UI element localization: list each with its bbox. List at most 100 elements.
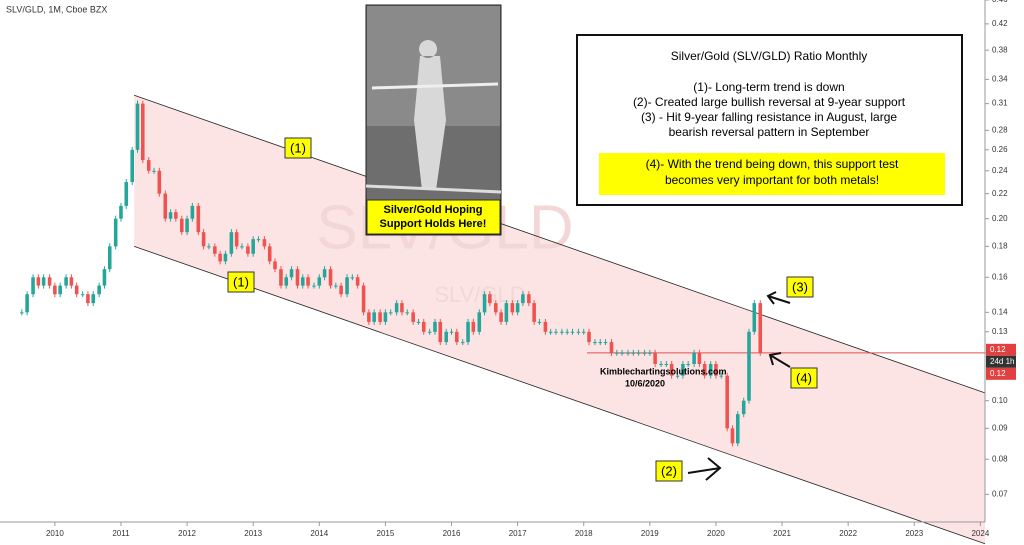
x-tick-label: 2017 (509, 529, 527, 538)
candle (345, 277, 349, 295)
candle (411, 312, 415, 322)
price-label: 24d 1h (990, 357, 1014, 366)
candle (554, 331, 558, 333)
candle (565, 331, 569, 333)
candle (102, 269, 107, 286)
date: 10/6/2020 (625, 378, 665, 388)
x-tick-label: 2013 (244, 529, 262, 538)
candle (510, 303, 515, 313)
candle (460, 342, 465, 344)
candle (218, 253, 222, 262)
candle (515, 303, 520, 313)
y-tick-label: 0.22 (992, 189, 1008, 198)
candle (124, 181, 129, 206)
candle (499, 312, 503, 322)
arrow-2 (687, 457, 722, 481)
candle (240, 246, 244, 248)
candle (20, 312, 24, 314)
candle (185, 218, 189, 233)
x-tick-label: 2019 (641, 529, 659, 538)
candle (361, 285, 366, 313)
candle (741, 400, 746, 415)
candle (719, 375, 724, 377)
price-label-box (986, 343, 1016, 356)
arrow-3 (766, 291, 791, 305)
candle (168, 212, 173, 219)
price-label: 0.12 (990, 345, 1006, 354)
candle (53, 285, 57, 295)
candle (570, 331, 575, 333)
x-tick-label: 2010 (46, 529, 64, 538)
candle (31, 277, 35, 295)
candle (234, 232, 239, 247)
candle (543, 321, 548, 332)
candle (603, 342, 608, 344)
note-line: (1)- Long-term trend is down (693, 80, 844, 94)
candle (581, 331, 586, 333)
photo-pole (371, 82, 499, 90)
candle (174, 212, 178, 219)
candle (416, 321, 421, 323)
note-title: Silver/Gold (SLV/GLD) Ratio Monthly (671, 49, 868, 63)
candle (697, 352, 702, 364)
x-tick-label: 2012 (178, 529, 196, 538)
candle (372, 312, 376, 322)
chart-header: SLV/GLD, 1M, Cboe BZX (6, 4, 107, 14)
y-tick-label: 0.14 (992, 307, 1008, 316)
callout: (1) (233, 274, 249, 289)
candle (367, 312, 371, 322)
candle (598, 342, 603, 344)
note-line: (2)- Created large bullish reversal at 9… (633, 95, 906, 109)
candle (593, 342, 597, 344)
candle (614, 352, 619, 354)
candle (339, 285, 343, 295)
y-tick-label: 0.08 (992, 454, 1008, 463)
callout-box (655, 460, 683, 482)
candle (322, 269, 327, 278)
candle (455, 331, 459, 343)
candle (659, 363, 663, 365)
candle (273, 261, 277, 270)
candle (86, 294, 90, 304)
candle (488, 294, 492, 304)
candle (107, 246, 112, 270)
candle (289, 269, 294, 278)
candle (157, 170, 162, 194)
candle (262, 239, 267, 247)
candle (58, 285, 62, 295)
candle (355, 277, 360, 286)
candle (708, 363, 713, 376)
candle (405, 312, 410, 314)
candle (560, 331, 564, 333)
candle (207, 246, 211, 248)
note-highlight: (4)- With the trend being down, this sup… (646, 157, 899, 171)
candle (284, 277, 289, 286)
candle (328, 269, 333, 286)
candle (438, 321, 443, 343)
x-tick-label: 2024 (971, 529, 989, 538)
candle (350, 277, 355, 279)
candle (482, 294, 487, 313)
candle (64, 277, 68, 286)
candle (317, 277, 322, 286)
callout: (3) (792, 279, 808, 294)
photo-caption: Silver/Gold Hoping (383, 204, 482, 216)
y-tick-label: 0.26 (992, 145, 1008, 154)
candle (642, 352, 647, 354)
candle (394, 303, 399, 313)
candle (532, 303, 536, 322)
candle (521, 294, 525, 304)
trend-line (134, 94, 986, 394)
candle (648, 352, 652, 354)
candle (494, 303, 498, 313)
candle (587, 331, 591, 343)
y-tick-label: 0.07 (992, 489, 1008, 498)
candle (279, 269, 283, 286)
callout: (4) (796, 370, 812, 385)
x-tick-label: 2022 (839, 529, 857, 538)
photo-figure (414, 40, 446, 190)
candle (312, 285, 316, 287)
candle (669, 363, 674, 376)
source: Kimblechartingsolutions.com (600, 366, 727, 376)
candle (444, 331, 449, 343)
